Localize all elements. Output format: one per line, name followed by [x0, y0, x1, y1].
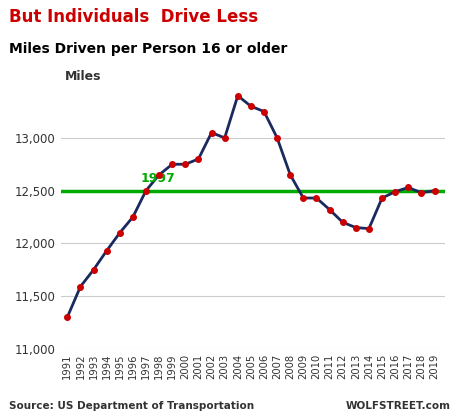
Text: 1997: 1997 [140, 172, 175, 185]
Text: Miles: Miles [64, 69, 101, 83]
Point [63, 314, 71, 320]
Point [129, 214, 136, 220]
Point [116, 229, 123, 236]
Text: But Individuals  Drive Less: But Individuals Drive Less [9, 8, 258, 26]
Point [194, 156, 202, 162]
Point [220, 134, 228, 141]
Point [417, 189, 424, 196]
Point [378, 195, 385, 201]
Text: WOLFSTREET.com: WOLFSTREET.com [345, 401, 450, 411]
Point [430, 187, 437, 194]
Point [77, 283, 84, 290]
Point [391, 188, 398, 195]
Text: Source: US Department of Transportation: Source: US Department of Transportation [9, 401, 254, 411]
Point [90, 266, 97, 273]
Point [181, 161, 189, 168]
Text: Miles Driven per Person 16 or older: Miles Driven per Person 16 or older [9, 42, 287, 56]
Point [338, 219, 346, 226]
Point [103, 247, 110, 254]
Point [273, 134, 280, 141]
Point [364, 225, 372, 232]
Point [260, 108, 267, 115]
Point [404, 184, 411, 191]
Point [325, 206, 332, 213]
Point [168, 161, 175, 168]
Point [286, 171, 293, 178]
Point [352, 224, 359, 231]
Point [142, 187, 149, 194]
Point [155, 171, 162, 178]
Point [312, 195, 319, 201]
Point [246, 103, 254, 110]
Point [299, 195, 306, 201]
Point [207, 129, 215, 136]
Point [234, 93, 241, 99]
